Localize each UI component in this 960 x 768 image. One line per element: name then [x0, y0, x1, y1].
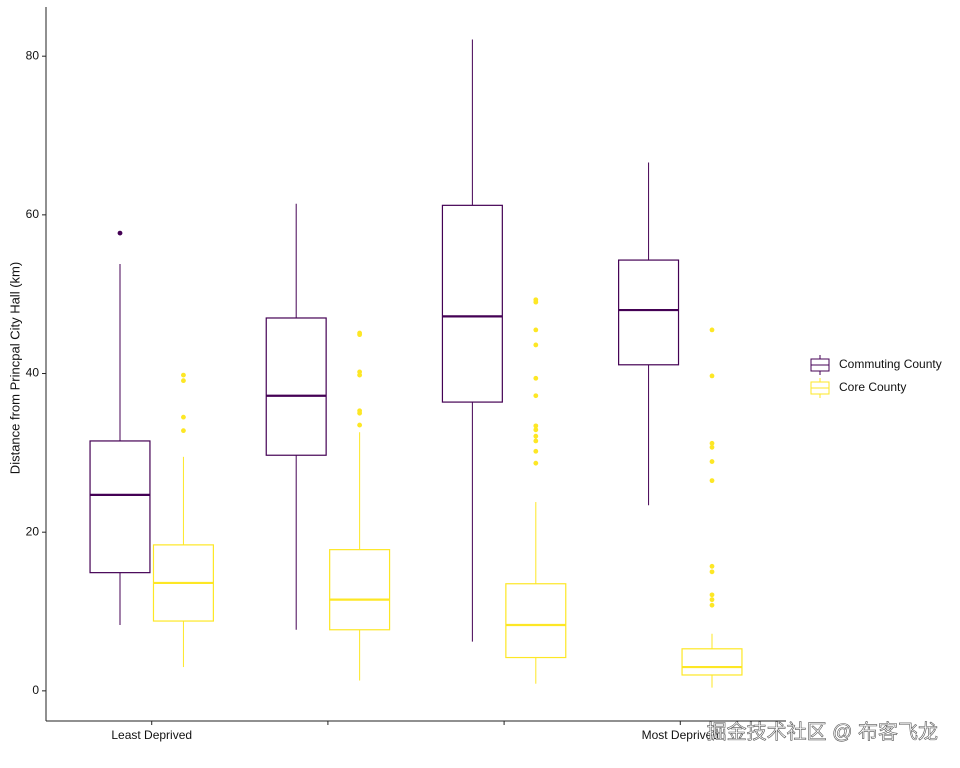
box — [89, 440, 151, 574]
y-tick-label: 20 — [26, 524, 40, 538]
outlier — [709, 327, 715, 333]
outlier — [181, 428, 186, 434]
outlier — [357, 332, 363, 338]
outlier — [533, 460, 539, 466]
outlier — [709, 563, 715, 569]
outlier — [533, 448, 539, 454]
y-tick-label: 0 — [32, 683, 39, 697]
box — [681, 648, 743, 676]
box — [329, 549, 391, 631]
y-axis-label: Distance from Princpal City Hall (km) — [7, 262, 22, 474]
outlier — [709, 478, 715, 484]
watermark: 掘金技术社区 @ 布客飞龙 — [707, 720, 938, 743]
outlier — [709, 459, 715, 464]
outlier — [357, 422, 363, 428]
outlier — [181, 378, 186, 384]
x-tick-label: Most Deprived — [642, 728, 719, 742]
outlier — [533, 299, 539, 305]
outlier — [709, 373, 715, 379]
y-tick-label: 60 — [26, 207, 40, 221]
outlier — [709, 592, 715, 598]
outlier — [181, 414, 186, 420]
y-tick-label: 40 — [26, 366, 40, 380]
x-tick-label: Least Deprived — [111, 728, 192, 742]
outlier — [357, 410, 363, 416]
outlier — [533, 427, 539, 433]
outlier — [533, 438, 539, 444]
box — [505, 583, 567, 659]
outlier — [709, 597, 715, 603]
legend-label: Core County — [839, 380, 906, 394]
outlier — [709, 444, 715, 450]
outlier — [181, 372, 186, 378]
outlier — [709, 569, 715, 575]
outlier — [533, 375, 539, 381]
outlier — [533, 342, 539, 348]
box — [618, 259, 680, 366]
box — [441, 204, 503, 403]
legend-label: Commuting County — [839, 357, 942, 371]
outlier — [533, 423, 539, 429]
outlier — [533, 327, 539, 333]
outlier — [357, 372, 363, 378]
outlier — [533, 433, 539, 439]
outlier — [709, 602, 715, 608]
y-tick-label: 80 — [26, 48, 40, 62]
outlier — [533, 393, 539, 399]
outlier — [117, 230, 123, 236]
box — [265, 317, 327, 456]
outlier — [709, 440, 715, 446]
